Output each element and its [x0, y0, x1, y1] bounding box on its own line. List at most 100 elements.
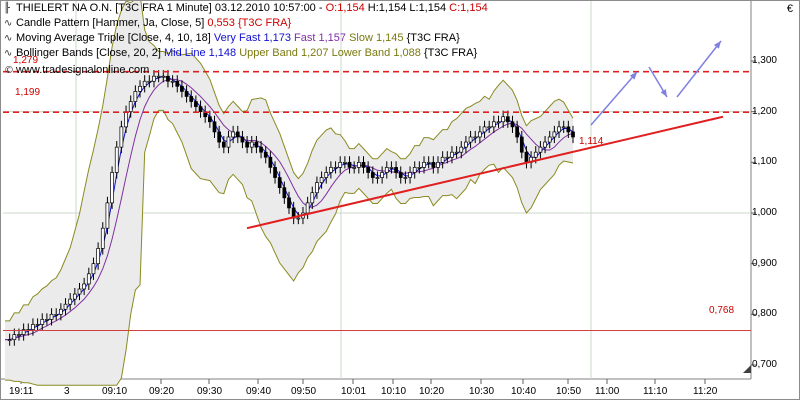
candle-body	[333, 167, 338, 169]
legend-suffix: {T3C FRA}	[423, 47, 478, 59]
low-value: L:1,154	[409, 2, 447, 14]
candle-body	[114, 146, 119, 173]
candle-body	[263, 151, 268, 158]
x-tick-label: 09:40	[246, 386, 272, 397]
support-trendline	[246, 115, 724, 230]
level-label-1199: 1,199	[15, 87, 41, 98]
candle-body	[343, 161, 347, 164]
legend-upper: Upper Band 1,207	[239, 47, 329, 59]
legend-mid: Mid Line 1,148	[163, 47, 237, 59]
watermark: © www.tradesignalonline.com	[4, 64, 149, 77]
candle-body	[240, 136, 245, 143]
candle-body	[445, 156, 450, 159]
candle-body	[221, 141, 226, 148]
candle-body	[254, 141, 259, 148]
high-value: H:1,154	[367, 2, 407, 14]
candle-body	[273, 167, 277, 178]
x-tick-label: 09:50	[291, 386, 317, 397]
candle-body	[156, 75, 161, 78]
legend-fast: Fast 1,157	[294, 32, 347, 44]
candle-body	[356, 161, 361, 168]
candle-body	[49, 313, 54, 320]
legend-bollinger[interactable]: ∿ Bollinger Bands [Close, 20, 2] Mid Line…	[4, 47, 477, 60]
candle-body	[124, 111, 128, 128]
candle-body	[7, 339, 12, 342]
candle-body	[184, 91, 189, 97]
candle-body	[142, 80, 147, 87]
candle-body	[408, 172, 412, 178]
candle-body	[422, 161, 426, 168]
candle-body	[319, 177, 324, 183]
legend-label: Bollinger Bands [Close, 20, 2]	[16, 47, 161, 59]
y-tick-label: 0,900	[751, 257, 777, 269]
legend-slow: Slow 1,145	[349, 32, 404, 44]
title-text: THIELERT NA O.N. [T3C FRA 1 Minute] 03.1…	[16, 2, 323, 14]
candle-body	[501, 116, 506, 123]
candle-body	[566, 126, 571, 133]
arrow-head-icon	[660, 89, 667, 97]
candle-body	[166, 75, 170, 82]
candle-body	[375, 177, 380, 179]
candle-body	[552, 131, 557, 138]
x-tick-label: 10:30	[469, 386, 495, 397]
level-label-1279: 1,279	[13, 55, 39, 66]
x-tick-label: 09:10	[102, 386, 128, 397]
candle-body	[296, 217, 301, 220]
y-tick-label: 1,200	[751, 105, 777, 117]
x-tick-label: 11:20	[693, 386, 718, 397]
candle-body	[561, 126, 566, 129]
bollinger-lower-line	[5, 109, 574, 386]
candle-body	[217, 131, 222, 143]
candle-body	[72, 293, 77, 300]
candle-body	[329, 167, 333, 173]
candle-body	[17, 334, 21, 336]
candle-body	[152, 75, 156, 82]
candle-body	[231, 131, 235, 138]
x-tick-label: 19:11	[9, 386, 34, 397]
candle-body	[63, 303, 68, 310]
arrow-head-icon	[713, 41, 721, 49]
candle-body	[77, 288, 82, 295]
close-value: C:1,154	[449, 2, 488, 14]
candle-body	[338, 161, 343, 168]
candle-body	[86, 273, 91, 285]
x-tick-label: 10:40	[511, 386, 537, 397]
candle-body	[394, 167, 398, 173]
candle-body	[170, 80, 175, 83]
x-tick-label: 10:10	[381, 386, 407, 397]
wave-icon: ∿	[4, 18, 13, 29]
open-value: O:1,154	[325, 2, 365, 14]
candle-body	[370, 172, 375, 178]
candle-body	[226, 136, 231, 148]
candle-body	[487, 126, 492, 129]
candle-body	[538, 146, 543, 153]
legend-candle-pattern[interactable]: ∿ Candle Pattern [Hammer, Ja, Close, 5] 0…	[4, 17, 291, 30]
legend-label: Candle Pattern [Hammer, Ja, Close, 5]	[16, 17, 205, 29]
candle-body	[180, 85, 184, 92]
candle-body	[31, 324, 35, 330]
candle-body	[557, 126, 561, 133]
wave-icon: ∿	[4, 33, 13, 44]
candle-body	[40, 319, 45, 325]
arrow-head-icon	[629, 72, 637, 80]
legend-moving-average[interactable]: ∿ Moving Average Triple [Close, 4, 10, 18…	[4, 32, 460, 45]
candle-body	[403, 177, 408, 179]
x-tick-label: 10:20	[419, 386, 445, 397]
candle-body	[68, 298, 73, 305]
candle-body	[198, 106, 203, 113]
candle-body	[450, 151, 454, 158]
x-tick-label: 09:30	[197, 386, 223, 397]
candle-body	[59, 308, 63, 315]
candle-body	[324, 172, 329, 178]
candle-body	[533, 151, 538, 158]
candle-body	[305, 202, 310, 214]
candle-body	[45, 319, 49, 321]
candle-body	[464, 141, 468, 148]
x-tick-label: 3	[64, 386, 70, 397]
candle-body	[384, 167, 389, 173]
candle-body	[380, 172, 384, 178]
projection-arrow	[590, 71, 638, 126]
candle-body	[287, 197, 291, 209]
chart-icon: ╟	[4, 3, 11, 14]
